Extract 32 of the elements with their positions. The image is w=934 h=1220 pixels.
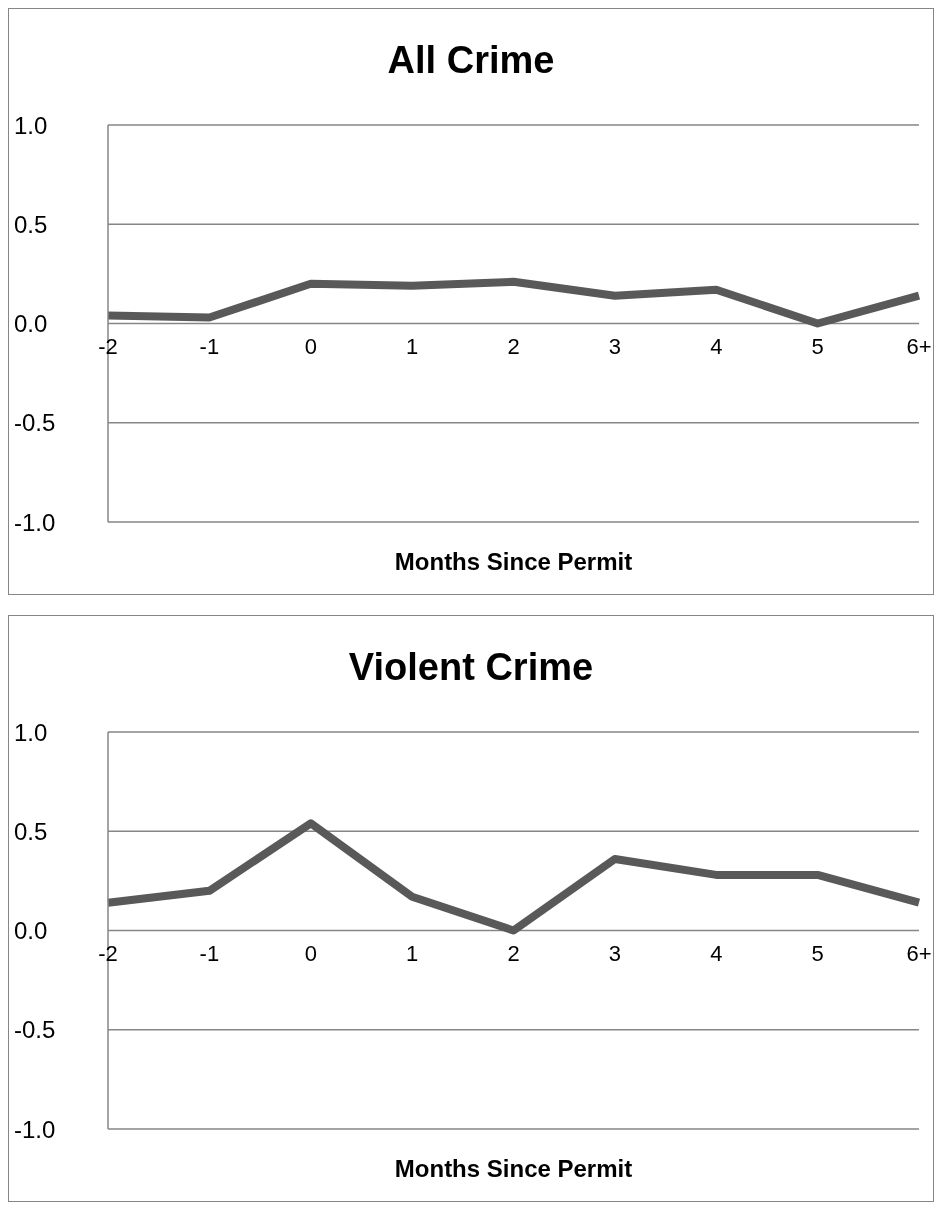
x-tick-label: 4 bbox=[710, 333, 723, 359]
y-tick-label: 1.0 bbox=[14, 718, 48, 746]
x-tick-label: 0 bbox=[304, 333, 317, 359]
x-tick-label: -2 bbox=[98, 333, 118, 359]
x-tick-label: 3 bbox=[608, 940, 621, 966]
x-tick-label: 2 bbox=[507, 940, 520, 966]
x-tick-label: 1 bbox=[406, 940, 419, 966]
x-tick-label: 0 bbox=[304, 940, 317, 966]
x-tick-label: 3 bbox=[608, 333, 621, 359]
y-tick-label: 0.0 bbox=[14, 310, 48, 338]
x-tick-label: -1 bbox=[199, 940, 220, 966]
x-tick-label: 5 bbox=[811, 333, 824, 359]
x-tick-label: -2 bbox=[98, 940, 118, 966]
chart-title: Violent Crime bbox=[347, 646, 595, 689]
x-tick-label: 5 bbox=[811, 940, 824, 966]
chart-title: All Crime bbox=[386, 39, 556, 82]
y-tick-label: 0.0 bbox=[14, 917, 48, 945]
x-axis-title: Months Since Permit bbox=[394, 1155, 633, 1182]
y-tick-label: -0.5 bbox=[14, 1016, 56, 1044]
x-tick-label: 1 bbox=[406, 333, 419, 359]
x-axis-title: Months Since Permit bbox=[394, 548, 633, 575]
y-tick-label: -0.5 bbox=[14, 409, 56, 437]
y-tick-label: 1.0 bbox=[14, 111, 48, 139]
y-tick-label: 0.5 bbox=[14, 817, 48, 845]
y-tick-label: 0.5 bbox=[14, 210, 48, 238]
x-tick-label: 6+ bbox=[906, 333, 932, 359]
y-tick-label: -1.0 bbox=[14, 508, 56, 536]
x-tick-label: -1 bbox=[199, 333, 220, 359]
y-tick-label: -1.0 bbox=[14, 1115, 56, 1143]
x-tick-label: 2 bbox=[507, 333, 520, 359]
x-tick-label: 4 bbox=[710, 940, 723, 966]
x-tick-label: 6+ bbox=[906, 940, 932, 966]
